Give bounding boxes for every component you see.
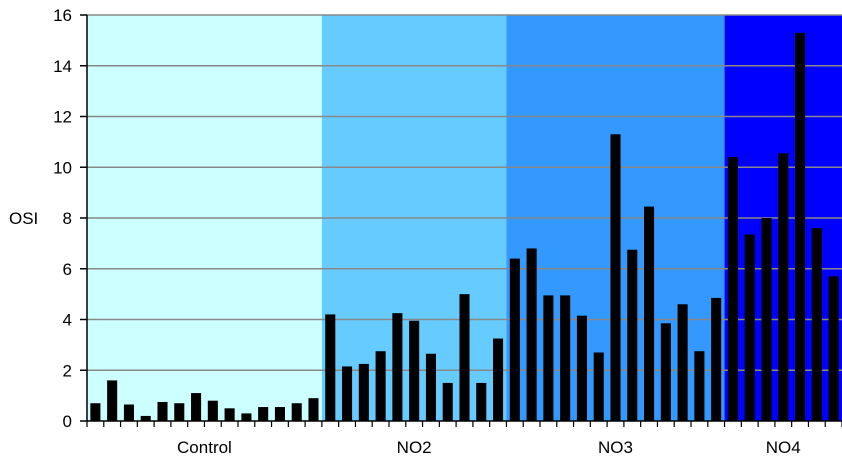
bar-no4-1	[727, 157, 738, 421]
bar-no3-6	[593, 352, 604, 421]
bar-control-14	[308, 398, 319, 421]
group-label-no2: NO2	[397, 438, 432, 457]
y-tick-label-2: 2	[63, 361, 72, 380]
bar-control-7	[191, 393, 202, 421]
bar-control-1	[90, 403, 101, 421]
bar-no2-7	[425, 353, 436, 421]
y-tick-label-16: 16	[53, 6, 72, 25]
y-tick-label-12: 12	[53, 108, 72, 127]
bar-no2-8	[442, 382, 453, 421]
bars	[90, 32, 839, 421]
bar-no4-2	[744, 234, 755, 421]
bar-no2-9	[459, 294, 470, 421]
bar-no3-5	[576, 315, 587, 421]
bar-no3-1	[509, 258, 520, 421]
bar-control-9	[224, 408, 235, 421]
bar-control-4	[140, 415, 151, 421]
bar-control-3	[123, 404, 134, 421]
y-tick-label-6: 6	[63, 260, 72, 279]
y-tick-label-0: 0	[63, 412, 72, 431]
group-label-control: Control	[177, 438, 232, 457]
bar-control-10	[241, 413, 252, 421]
y-tick-label-10: 10	[53, 158, 72, 177]
bar-no3-12	[694, 351, 705, 421]
group-label-no4: NO4	[766, 438, 801, 457]
bar-control-13	[291, 403, 302, 421]
bar-control-5	[157, 401, 168, 421]
bar-no4-5	[795, 32, 806, 421]
bar-control-8	[207, 400, 218, 421]
group-labels: Control NO2 NO3 NO4	[177, 438, 801, 457]
bar-no4-3	[761, 218, 772, 421]
bar-no3-8	[627, 249, 638, 421]
bar-no2-10	[476, 382, 487, 421]
bar-no3-3	[543, 295, 554, 421]
bar-control-2	[107, 380, 118, 421]
bar-no2-6	[409, 320, 420, 421]
group-label-no3: NO3	[598, 438, 633, 457]
y-tick-labels: 0 2 4 6 8 10 12 14 16	[53, 6, 72, 431]
bar-control-12	[274, 407, 285, 421]
bar-no2-11	[493, 338, 504, 421]
axes	[80, 14, 842, 427]
bar-no4-4	[778, 153, 789, 421]
bar-no2-3	[358, 363, 369, 421]
y-tick-label-8: 8	[63, 209, 72, 228]
y-axis-label: OSI	[9, 209, 38, 228]
y-tick-label-14: 14	[53, 57, 72, 76]
bar-no3-11	[677, 304, 688, 421]
bar-no3-10	[660, 323, 671, 421]
bar-no3-4	[560, 295, 571, 421]
bar-no2-1	[325, 314, 336, 421]
bar-no3-7	[610, 134, 621, 421]
bar-no2-2	[342, 366, 353, 421]
bar-no3-13	[711, 297, 722, 421]
bar-no4-6	[811, 228, 822, 421]
bar-no2-5	[392, 313, 403, 421]
bar-no3-2	[526, 248, 537, 421]
bar-no2-4	[375, 351, 386, 421]
bar-no4-7	[828, 276, 839, 421]
y-tick-label-4: 4	[63, 311, 72, 330]
bar-control-6	[174, 403, 185, 421]
bar-control-11	[258, 407, 269, 421]
bar-no3-9	[644, 206, 655, 421]
